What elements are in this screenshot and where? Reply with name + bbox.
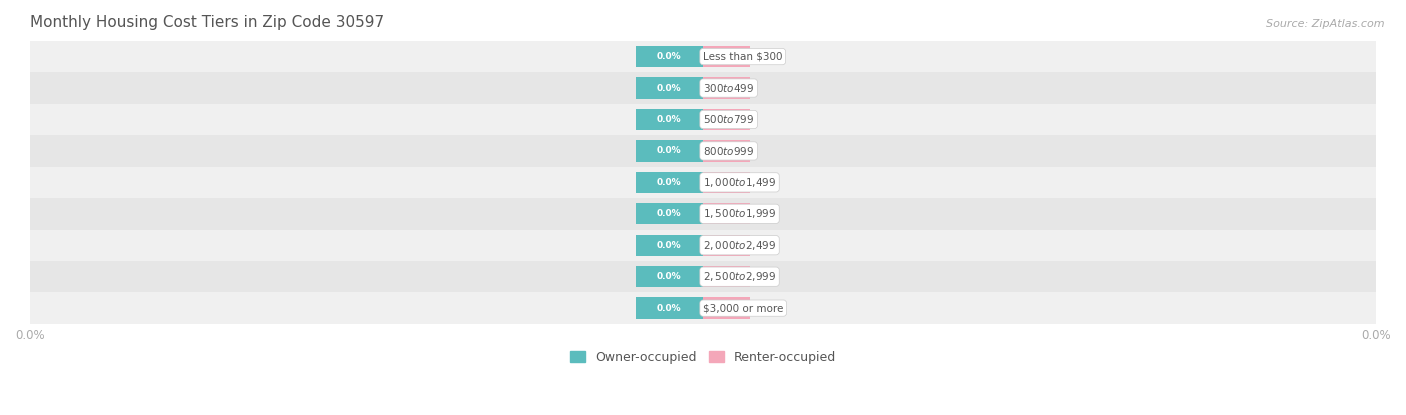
Bar [30,135,1376,167]
Bar [703,46,751,67]
Bar [636,140,703,161]
Bar [703,109,751,130]
Text: 0.0%: 0.0% [657,52,682,61]
Bar [636,234,703,256]
Bar [30,41,1376,72]
Text: 0.0%: 0.0% [714,115,740,124]
Bar [703,298,751,319]
Text: 0.0%: 0.0% [714,146,740,156]
Text: 0.0%: 0.0% [657,178,682,187]
Text: $2,000 to $2,499: $2,000 to $2,499 [703,239,776,252]
Text: 0.0%: 0.0% [657,115,682,124]
Text: $1,000 to $1,499: $1,000 to $1,499 [703,176,776,189]
Text: 0.0%: 0.0% [657,209,682,218]
Bar [30,229,1376,261]
Bar [30,72,1376,104]
Text: 0.0%: 0.0% [714,304,740,312]
Bar [703,266,751,287]
Text: 0.0%: 0.0% [657,241,682,250]
Text: $500 to $799: $500 to $799 [703,113,754,125]
Text: Less than $300: Less than $300 [703,51,783,61]
Bar [30,261,1376,293]
Text: Monthly Housing Cost Tiers in Zip Code 30597: Monthly Housing Cost Tiers in Zip Code 3… [30,15,384,30]
Text: Source: ZipAtlas.com: Source: ZipAtlas.com [1267,19,1385,29]
Text: 0.0%: 0.0% [714,241,740,250]
Bar [636,46,703,67]
Bar [30,293,1376,324]
Bar [30,104,1376,135]
Text: 0.0%: 0.0% [714,209,740,218]
Text: 0.0%: 0.0% [714,83,740,93]
Legend: Owner-occupied, Renter-occupied: Owner-occupied, Renter-occupied [565,346,841,369]
Text: 0.0%: 0.0% [714,178,740,187]
Text: $800 to $999: $800 to $999 [703,145,754,157]
Text: $300 to $499: $300 to $499 [703,82,754,94]
Bar [636,109,703,130]
Text: 0.0%: 0.0% [714,52,740,61]
Bar [703,140,751,161]
Text: $3,000 or more: $3,000 or more [703,303,783,313]
Text: $1,500 to $1,999: $1,500 to $1,999 [703,208,776,220]
Text: 0.0%: 0.0% [657,304,682,312]
Text: $2,500 to $2,999: $2,500 to $2,999 [703,270,776,283]
Text: 0.0%: 0.0% [657,272,682,281]
Text: 0.0%: 0.0% [657,83,682,93]
Bar [636,298,703,319]
Bar [30,198,1376,229]
Bar [636,203,703,225]
Bar [636,266,703,287]
Bar [30,167,1376,198]
Bar [703,77,751,99]
Text: 0.0%: 0.0% [714,272,740,281]
Bar [703,203,751,225]
Text: 0.0%: 0.0% [657,146,682,156]
Bar [636,172,703,193]
Bar [636,77,703,99]
Bar [703,172,751,193]
Bar [703,234,751,256]
